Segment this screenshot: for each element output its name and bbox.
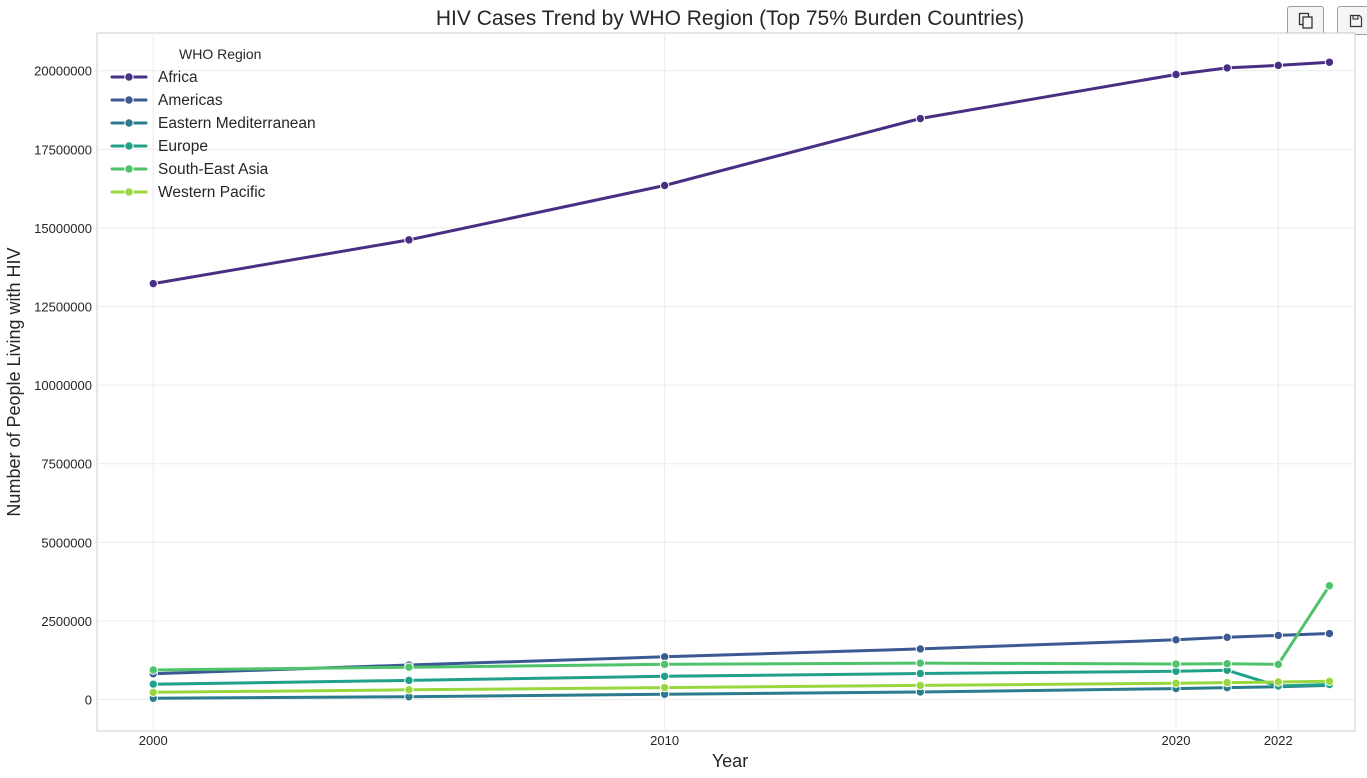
data-point bbox=[1171, 678, 1181, 688]
legend-item: Eastern Mediterranean bbox=[110, 115, 316, 132]
x-tick-label: 2022 bbox=[1264, 733, 1293, 748]
data-point bbox=[1222, 63, 1232, 73]
legend-item: Africa bbox=[110, 69, 198, 86]
data-point bbox=[148, 679, 158, 689]
data-point bbox=[1273, 677, 1283, 687]
series-line bbox=[151, 683, 1331, 700]
copy-icon bbox=[1298, 12, 1313, 29]
data-point bbox=[148, 278, 158, 289]
legend-marker bbox=[124, 95, 134, 105]
legend-marker bbox=[124, 118, 134, 128]
y-tick-label: 12500000 bbox=[34, 300, 92, 315]
legend-label: Western Pacific bbox=[158, 184, 266, 201]
data-point bbox=[1324, 57, 1335, 67]
data-point bbox=[1324, 676, 1335, 687]
data-point bbox=[915, 658, 926, 668]
series-south-east-asia bbox=[148, 581, 1335, 675]
legend-item: Americas bbox=[110, 92, 223, 109]
data-point bbox=[1222, 632, 1232, 643]
data-point bbox=[659, 180, 670, 191]
legend-label: Africa bbox=[158, 69, 198, 86]
data-point bbox=[1171, 69, 1181, 80]
data-point bbox=[1324, 628, 1335, 639]
series-americas bbox=[148, 628, 1335, 679]
data-point bbox=[659, 659, 670, 670]
data-point bbox=[1171, 635, 1181, 645]
grid bbox=[97, 33, 1355, 731]
data-point bbox=[1273, 630, 1283, 641]
x-axis-label: Year bbox=[712, 751, 748, 771]
data-point bbox=[1273, 60, 1283, 71]
series-africa bbox=[148, 57, 1335, 289]
legend-label: Americas bbox=[158, 92, 223, 109]
series-line bbox=[151, 632, 1331, 676]
data-point bbox=[915, 668, 926, 679]
data-point bbox=[1222, 659, 1232, 669]
chart-title: HIV Cases Trend by WHO Region (Top 75% B… bbox=[436, 7, 1024, 30]
data-point bbox=[915, 680, 926, 691]
x-tick-label: 2010 bbox=[650, 733, 679, 748]
y-tick-label: 0 bbox=[85, 693, 92, 708]
legend-label: Europe bbox=[158, 138, 208, 155]
legend-item: Western Pacific bbox=[110, 184, 266, 201]
legend-marker bbox=[124, 141, 134, 151]
data-point bbox=[404, 685, 414, 695]
legend-marker bbox=[124, 164, 134, 174]
data-point bbox=[404, 662, 414, 672]
series-line bbox=[151, 60, 1331, 286]
legend-item: Europe bbox=[110, 138, 208, 155]
y-tick-label: 7500000 bbox=[41, 457, 92, 472]
y-tick-label: 2500000 bbox=[41, 614, 92, 629]
legend: WHO Region Africa Americas Eastern Mediter… bbox=[110, 46, 316, 201]
legend-marker bbox=[124, 187, 134, 197]
series-western-pacific bbox=[148, 676, 1335, 698]
legend-label: South-East Asia bbox=[158, 161, 269, 178]
y-tick-label: 15000000 bbox=[34, 221, 92, 236]
data-point bbox=[1171, 659, 1181, 669]
legend-label: Eastern Mediterranean bbox=[158, 115, 316, 132]
y-tick-label: 17500000 bbox=[34, 142, 92, 157]
y-tick-label: 5000000 bbox=[41, 535, 92, 550]
series-lines bbox=[148, 57, 1335, 704]
save-icon bbox=[1349, 14, 1362, 27]
data-point bbox=[659, 682, 670, 693]
data-point bbox=[1222, 677, 1232, 688]
tick-labels: 0 2500000 5000000 7500000 10000000 12500000 15… bbox=[34, 64, 1293, 748]
legend-item: South-East Asia bbox=[110, 161, 269, 178]
legend-marker bbox=[124, 72, 134, 82]
copy-button[interactable] bbox=[1287, 6, 1324, 35]
data-point bbox=[1324, 581, 1335, 591]
data-point bbox=[404, 235, 414, 245]
data-point bbox=[915, 113, 926, 124]
data-point bbox=[404, 675, 414, 686]
legend-title: WHO Region bbox=[179, 46, 261, 62]
series-line bbox=[151, 584, 1331, 672]
y-tick-label: 20000000 bbox=[34, 64, 92, 79]
series-line bbox=[151, 679, 1331, 694]
y-axis-label: Number of People Living with HIV bbox=[4, 247, 24, 516]
data-point bbox=[1273, 659, 1283, 670]
x-tick-label: 2000 bbox=[139, 733, 168, 748]
data-point bbox=[148, 665, 158, 675]
y-tick-label: 10000000 bbox=[34, 378, 92, 393]
save-button[interactable] bbox=[1337, 6, 1367, 35]
data-point bbox=[659, 671, 670, 681]
data-point bbox=[915, 644, 926, 654]
x-tick-label: 2020 bbox=[1162, 733, 1191, 748]
data-point bbox=[148, 687, 158, 698]
plot-area bbox=[96, 32, 1356, 732]
